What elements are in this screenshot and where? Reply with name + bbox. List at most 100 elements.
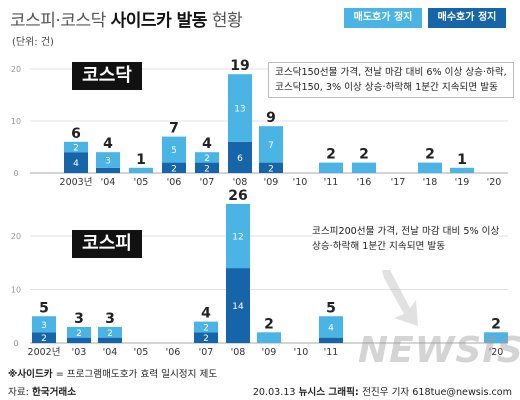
title-part-3: 현황 [206, 11, 243, 31]
kosdaq-category-label: '06 [167, 177, 182, 188]
kospi-bar-buy [98, 337, 122, 343]
kosdaq-bar-buy-label: 2 [204, 164, 210, 174]
kospi-condition-note: 코스피200선물 가격, 전날 마감 대비 5% 이상 상승·하락해 1분간 지… [312, 224, 500, 254]
kosdaq-bar-sell [162, 136, 186, 163]
credit: 20.03.13 뉴시스 그래픽: 전진우 기자 618tue@newsis.c… [253, 384, 512, 398]
kospi-bar-total-label: 5 [326, 300, 336, 316]
kospi-bar-sell [98, 326, 122, 338]
kosdaq-ytick-label: 10 [11, 117, 21, 126]
kospi-bar-total-label: 4 [201, 306, 211, 322]
kosdaq-bar-total [129, 167, 153, 173]
title-part-2: 사이드카 발동 [110, 11, 208, 31]
kospi-bar-sell [319, 316, 343, 338]
kosdaq-bar-total-label: 7 [169, 121, 179, 137]
kosdaq-bar-buy-label: 6 [237, 154, 243, 164]
kosdaq-bar-total [319, 162, 343, 173]
kospi-category-label: '08 [231, 347, 246, 358]
kosdaq-category-label: '07 [200, 177, 215, 188]
kosdaq-category-label: 2003년 [60, 177, 93, 188]
legend-sell: 매도호가 정지 [344, 8, 422, 28]
kosdaq-category-label: '10 [293, 177, 308, 188]
kosdaq-bar-total-label: 6 [71, 126, 81, 142]
kospi-bar-sell-label: 2 [107, 329, 113, 339]
kosdaq-bar-sell [64, 141, 88, 153]
kospi-category-label: '09 [262, 347, 277, 358]
page-title: 코스피·코스닥 사이드카 발동 현황 [10, 6, 243, 31]
kosdaq-panel-label: 코스닥 [72, 62, 142, 90]
kospi-bar-sell-label: 2 [76, 329, 82, 339]
kospi-bar-buy [319, 337, 343, 343]
kospi-bar-buy [32, 332, 56, 343]
kosdaq-bar-total-label: 2 [425, 147, 435, 163]
kosdaq-category-label: '18 [423, 177, 438, 188]
kosdaq-bar-total-label: 1 [457, 152, 467, 168]
kospi-bar-buy-label: 2 [41, 334, 47, 344]
kospi-category-label: '05 [134, 347, 149, 358]
kospi-ytick-label: 10 [11, 286, 21, 295]
kosdaq-note-line-2: 코스닥150, 3% 이상 상승·하락해 1분간 지속되면 발동 [275, 82, 498, 93]
kospi-category-label: '06 [166, 347, 181, 358]
kospi-bar-total-label: 5 [39, 300, 49, 316]
kospi-bar-total [257, 332, 281, 343]
kospi-bar-total-label: 3 [105, 311, 115, 327]
kosdaq-bar-buy [64, 152, 88, 173]
kospi-ytick-label: 0 [13, 339, 18, 348]
kosdaq-bar-sell-label: 2 [73, 144, 79, 154]
kosdaq-bar-sell-label: 7 [268, 141, 274, 151]
kospi-category-label: '20 [489, 347, 504, 358]
kosdaq-bar-total-label: 9 [266, 110, 276, 126]
kospi-panel-label: 코스피 [72, 230, 142, 258]
kospi-bar-sell [32, 316, 56, 333]
kospi-bar-buy [226, 268, 250, 343]
kosdaq-category-label: '17 [391, 177, 406, 188]
kospi-bar-sell-label: 12 [232, 233, 243, 243]
kosdaq-bar-sell-label: 13 [234, 105, 245, 115]
kosdaq-bar-total-label: 1 [136, 152, 146, 168]
kosdaq-category-label: '09 [264, 177, 279, 188]
source-value: 한국거래소 [31, 387, 77, 398]
kospi-bar-total-label: 2 [491, 316, 501, 332]
kosdaq-bar-sell [195, 152, 219, 163]
legend-buy: 매수호가 정지 [428, 8, 506, 28]
kospi-category-label: '04 [103, 347, 118, 358]
kospi-ytick-label: 20 [11, 232, 21, 241]
kospi-bar-sell-label: 4 [328, 323, 334, 333]
kosdaq-bar-sell-label: 3 [105, 157, 111, 167]
kosdaq-bar-total [352, 162, 376, 173]
kospi-bar-buy-label: 2 [203, 334, 209, 344]
credit-date: 20.03.13 [252, 387, 299, 398]
kosdaq-category-label: '04 [101, 177, 116, 188]
kospi-bar-buy [194, 332, 218, 343]
kospi-bar-total [484, 332, 508, 343]
kosdaq-bar-total-label: 2 [326, 147, 336, 163]
kospi-bar-sell-label: 3 [41, 321, 47, 331]
kospi-bar-sell [226, 203, 250, 269]
kospi-bar-total-label: 3 [74, 311, 84, 327]
kosdaq-bar-buy-label: 2 [268, 164, 274, 174]
kosdaq-bar-total [450, 167, 474, 173]
kosdaq-bar-sell [228, 74, 252, 142]
kospi-category-label: 2002년 [28, 347, 61, 358]
footnote-text: = 프로그램매도호가 효력 일시정지 제도 [52, 369, 218, 380]
kosdaq-bar-buy-label: 4 [73, 159, 79, 169]
kosdaq-category-label: '16 [357, 177, 372, 188]
credit-name: 전진우 기자 618tue@newsis.com [362, 387, 512, 398]
kosdaq-bar-total-label: 4 [202, 136, 212, 152]
kosdaq-bar-sell [259, 126, 283, 163]
kospi-category-label: '11 [324, 347, 339, 358]
unit-label: (단위: 건) [12, 37, 54, 48]
kospi-bar-sell [67, 326, 91, 338]
kosdaq-category-label: '20 [487, 177, 502, 188]
kosdaq-condition-note: 코스닥150선물 가격, 전날 마감 대비 6% 이상 상승·하락, 코스닥15… [268, 62, 514, 98]
kosdaq-bar-buy [259, 162, 283, 173]
kospi-bar-total-label: 26 [228, 188, 247, 204]
kosdaq-bar-total-label: 4 [103, 136, 113, 152]
kosdaq-bar-buy [228, 141, 252, 173]
footnote-label: ※사이드카 [8, 369, 53, 380]
kospi-bar-buy [67, 337, 91, 343]
kosdaq-bar-total-label: 19 [230, 58, 249, 74]
kosdaq-bar-sell-label: 5 [171, 146, 177, 156]
footnote: ※사이드카 = 프로그램매도호가 효력 일시정지 제도 [8, 366, 217, 380]
kosdaq-category-label: '05 [134, 177, 149, 188]
